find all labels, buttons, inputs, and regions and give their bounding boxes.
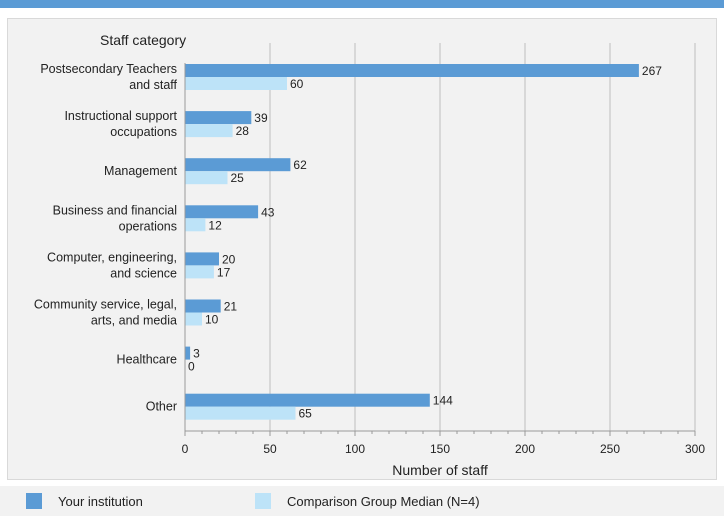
- legend-label-comparison-median: Comparison Group Median (N=4): [287, 493, 480, 509]
- header-accent-bar: [0, 0, 724, 8]
- category-label: arts, and media: [91, 314, 177, 328]
- category-labels: Postsecondary Teachers and staff Instructi…: [34, 62, 178, 414]
- x-tick-label: 150: [430, 442, 450, 456]
- x-axis: 0 50 100 150 200 250 300: [182, 63, 705, 456]
- bar-value-label: 28: [236, 124, 250, 138]
- bar-comparison-median: [185, 406, 296, 420]
- legend-item-your-institution: Your institution: [26, 486, 143, 516]
- bar-value-label: 39: [254, 111, 268, 125]
- bar-your-institution: [185, 346, 191, 360]
- category-label: Management: [104, 164, 177, 178]
- bar-value-label: 17: [217, 265, 231, 279]
- category-label: and science: [110, 266, 177, 280]
- bar-comparison-median: [185, 77, 287, 90]
- category-label: and staff: [129, 78, 177, 92]
- category-label: occupations: [110, 125, 177, 139]
- bar-your-institution: [185, 299, 221, 313]
- bar-comparison-median: [185, 171, 228, 185]
- bar-your-institution: [185, 64, 639, 77]
- bar-comparison-median: [185, 265, 214, 279]
- bar-value-label: 21: [224, 300, 238, 314]
- category-label: Community service, legal,: [34, 298, 177, 312]
- bar-value-label: 62: [293, 158, 307, 172]
- bar-value-label: 65: [299, 407, 313, 421]
- x-tick-label: 250: [600, 442, 620, 456]
- legend-swatch-comparison-median: [255, 493, 271, 509]
- bar-value-label: 20: [222, 252, 236, 266]
- bar-value-label: 10: [205, 313, 219, 327]
- x-tick-label: 50: [263, 442, 277, 456]
- chart-panel: Staff category 267 60 39 28 62 25 43 12 20 17 21 10…: [7, 18, 717, 480]
- legend-item-comparison-median: Comparison Group Median (N=4): [255, 486, 480, 516]
- category-label: operations: [119, 219, 177, 233]
- x-tick-label: 200: [515, 442, 535, 456]
- bar-value-label: 3: [193, 347, 200, 361]
- bar-value-label: 267: [642, 64, 662, 78]
- bar-value-label: 43: [261, 205, 275, 219]
- legend: Your institution Comparison Group Median…: [0, 486, 724, 516]
- legend-swatch-your-institution: [26, 493, 42, 509]
- category-label: Other: [146, 400, 177, 414]
- category-label: Computer, engineering,: [47, 250, 177, 264]
- bar-value-label: 0: [188, 360, 195, 374]
- bar-your-institution: [185, 158, 291, 172]
- bar-value-label: 60: [290, 77, 304, 91]
- bar-your-institution: [185, 393, 430, 407]
- bar-value-label: 144: [433, 394, 453, 408]
- bar-comparison-median: [185, 312, 202, 326]
- category-label: Postsecondary Teachers: [40, 62, 177, 76]
- x-tick-label: 300: [685, 442, 705, 456]
- x-axis-title: Number of staff: [392, 462, 488, 478]
- bar-comparison-median: [185, 218, 206, 232]
- chart-title: Staff category: [100, 32, 186, 48]
- x-tick-label: 100: [345, 442, 365, 456]
- x-tick-label: 0: [182, 442, 189, 456]
- bar-your-institution: [185, 205, 259, 219]
- category-label: Healthcare: [117, 353, 177, 367]
- category-label: Business and financial: [53, 203, 177, 217]
- bar-comparison-median: [185, 124, 233, 138]
- bar-your-institution: [185, 111, 252, 125]
- legend-label-your-institution: Your institution: [58, 493, 143, 509]
- gridlines: [269, 43, 696, 431]
- category-label: Instructional support: [64, 109, 177, 123]
- bar-value-label: 25: [231, 171, 245, 185]
- bar-your-institution: [185, 252, 219, 266]
- bar-value-label: 12: [208, 218, 222, 232]
